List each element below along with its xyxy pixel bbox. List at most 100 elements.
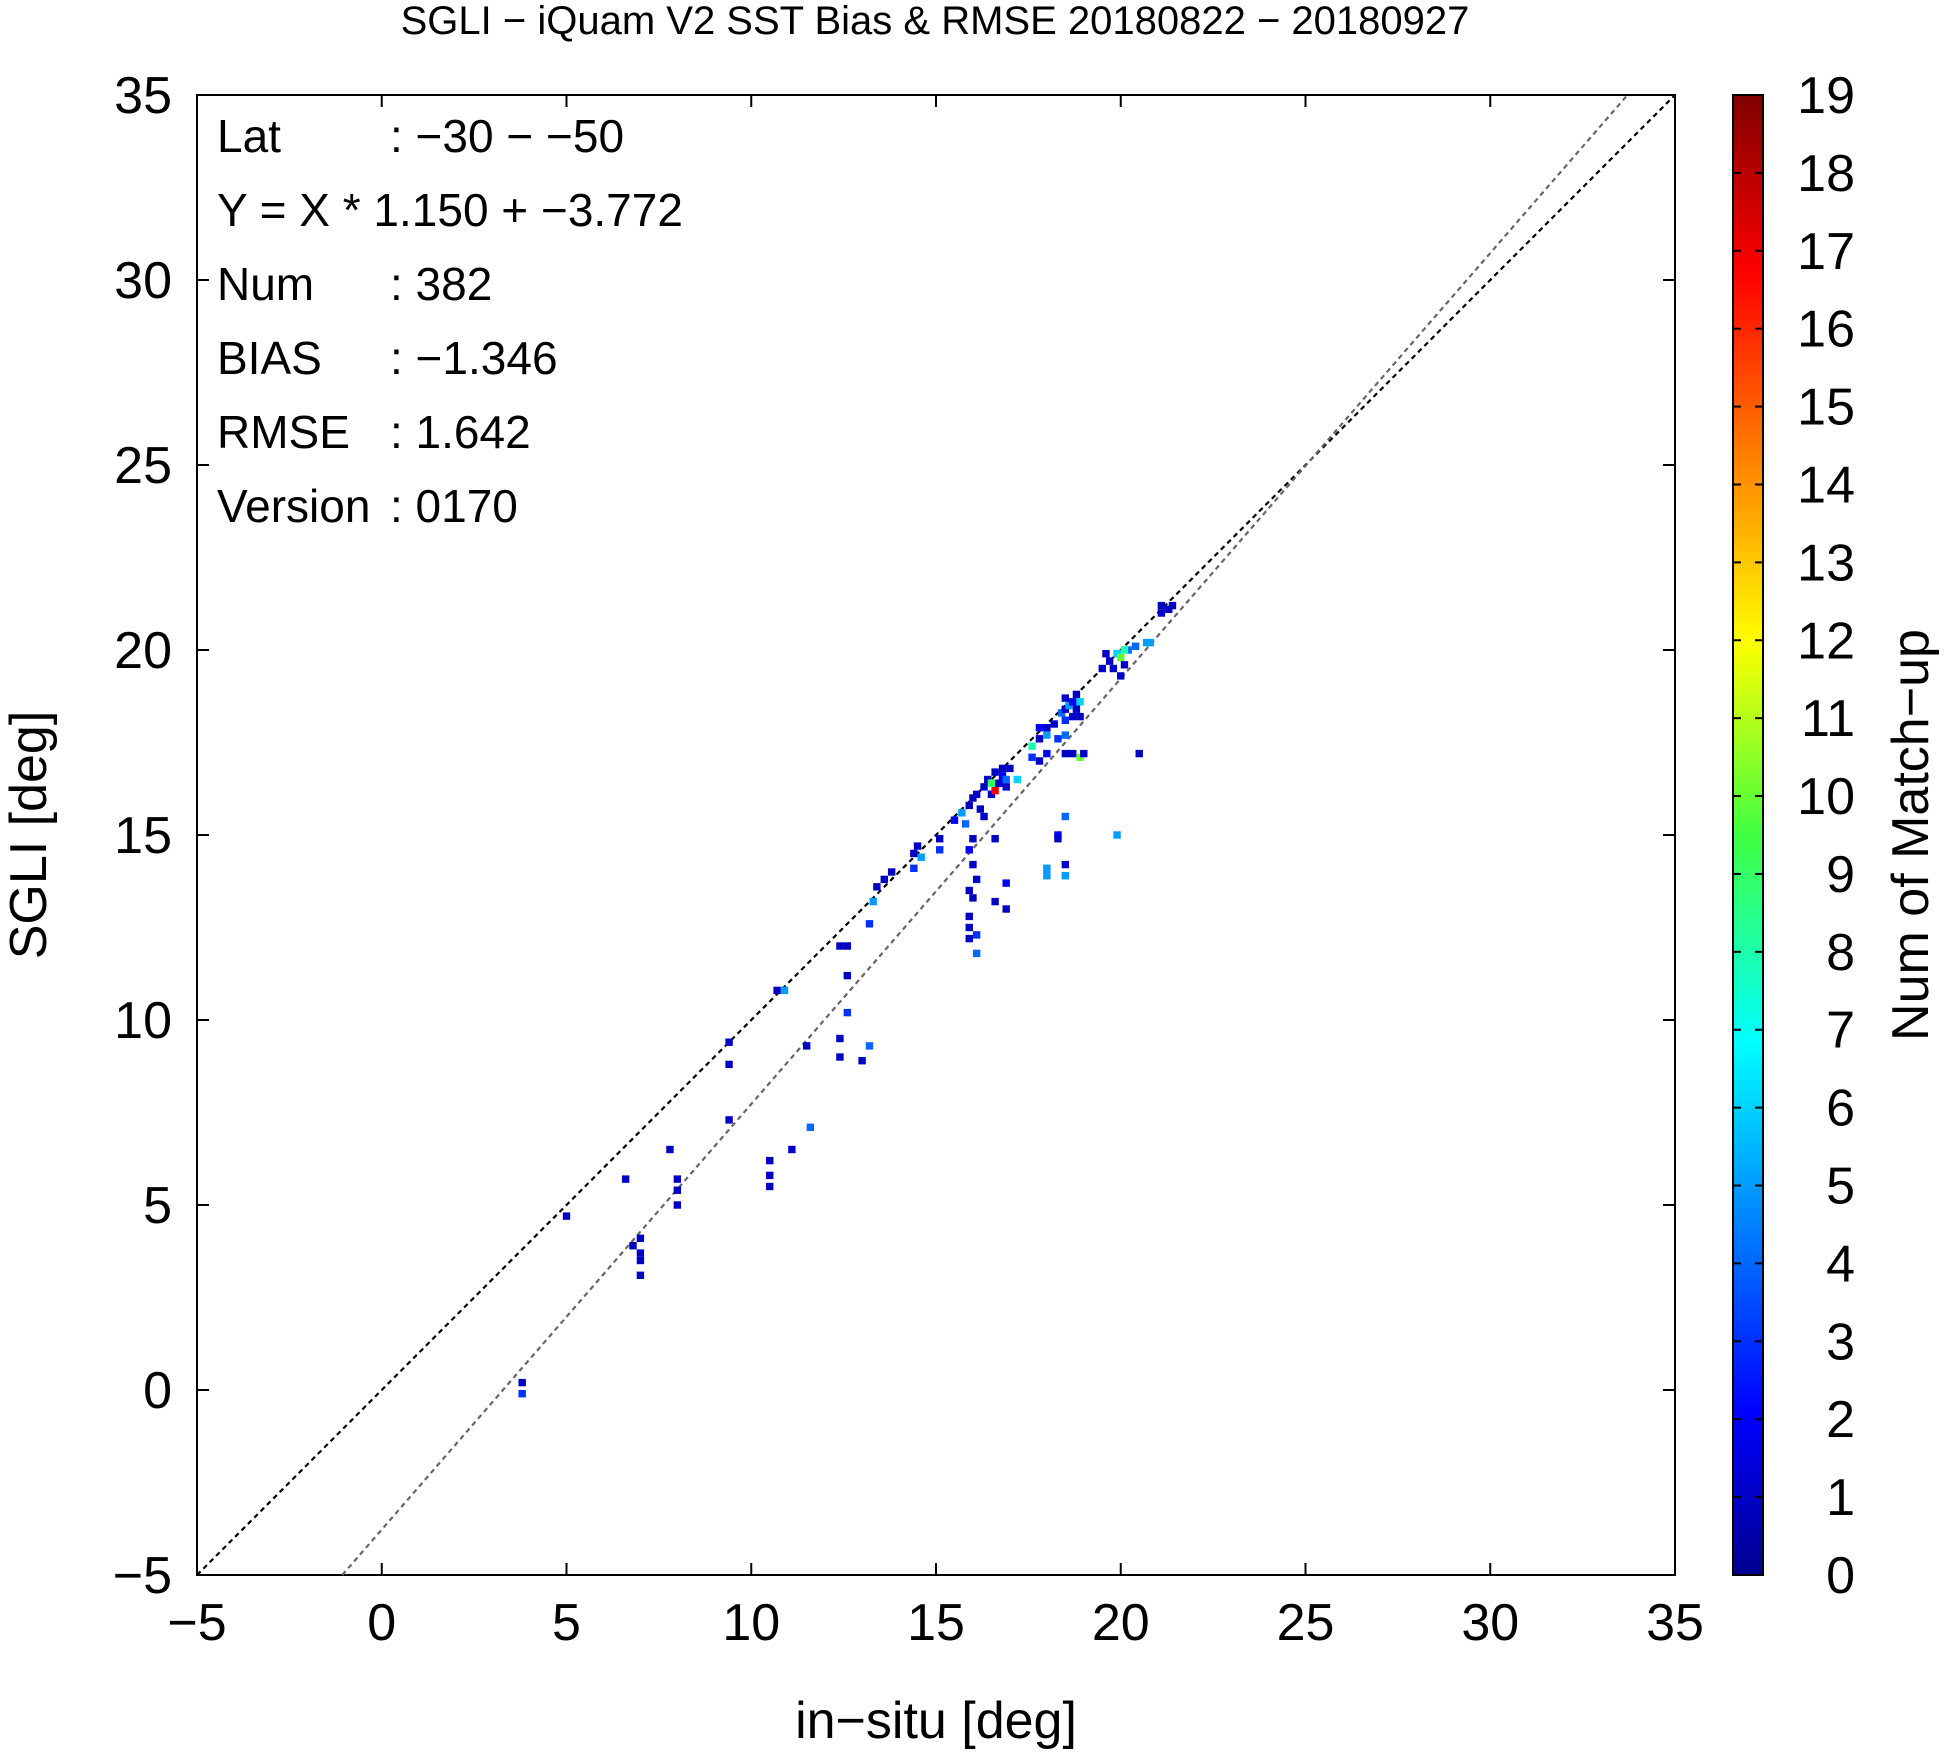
y-tick-label: 30 [114,252,172,310]
data-point [969,835,977,843]
stat-label: RMSE [217,406,350,458]
data-point [1054,835,1062,843]
colorbar-tick-label: 6 [1826,1080,1855,1138]
data-point [991,835,999,843]
colorbar-tick-label: 18 [1797,145,1855,203]
data-point [636,1256,645,1265]
stat-value: : 1.642 [390,406,531,458]
data-point [858,1057,866,1065]
data-point [725,1060,733,1069]
data-point [991,897,999,906]
x-tick-label: 30 [1461,1594,1519,1652]
data-point [958,809,966,817]
data-point [843,971,852,980]
data-point [1102,650,1110,658]
data-point [1043,731,1051,739]
stats-box: Lat: −30 − −50 Y = X * 1.150 + −3.772 Num:… [217,110,683,532]
data-point [987,779,996,787]
data-point [887,868,896,876]
data-point [636,1234,645,1242]
data-point [972,949,981,958]
data-point [1069,712,1077,721]
data-point [1080,749,1088,758]
x-tick-label: 10 [722,1594,780,1652]
x-tick-label: 5 [552,1594,581,1652]
x-axis-label: in−situ [deg] [795,1692,1077,1750]
data-point [1035,735,1044,743]
colorbar-tick-label: 14 [1797,456,1855,514]
colorbar-tick-label: 19 [1797,67,1855,125]
data-point [843,942,852,950]
data-point [972,790,981,798]
colorbar-tick-label: 2 [1826,1391,1855,1449]
data-point [806,1123,815,1131]
data-point [1028,753,1036,761]
stat-label: Lat [217,110,281,162]
data-point [725,1038,733,1046]
data-point [518,1378,526,1387]
data-point [1002,879,1010,887]
x-tick-label: 0 [367,1594,396,1652]
data-point [1050,720,1058,728]
data-point [1061,860,1070,869]
data-point [673,1201,682,1209]
data-point [1054,735,1062,743]
y-tick-label: −5 [113,1547,172,1605]
data-point [880,875,888,884]
colorbar-tick-label: 3 [1826,1313,1855,1371]
data-point [910,864,918,872]
data-point [1006,764,1014,773]
colorbar-tick-label: 4 [1826,1235,1855,1293]
y-tick-label: 10 [114,992,172,1050]
y-tick-label: 25 [114,437,172,495]
colorbar-tick-label: 8 [1826,924,1855,982]
colorbar-tick-label: 15 [1797,379,1855,437]
data-point [1035,724,1044,732]
data-point [673,1186,682,1194]
data-point [1043,872,1051,880]
colorbar-tick-label: 10 [1797,768,1855,826]
data-point [950,816,959,824]
data-point [725,1116,733,1124]
data-point [1061,716,1070,724]
colorbar-label: Num of Match−up [1882,629,1940,1041]
data-point [917,853,925,861]
data-point [1109,664,1118,673]
data-point [991,786,999,795]
colorbar-tick-label: 7 [1826,1002,1855,1060]
data-point [976,805,985,813]
stat-value: : 382 [390,258,492,310]
data-point [1168,601,1177,610]
data-point [1120,661,1129,669]
data-point [621,1175,630,1183]
colorbar-tick-label: 13 [1797,534,1855,592]
x-tick-label: 35 [1646,1594,1704,1652]
data-point [673,1175,682,1183]
data-point [1072,690,1081,699]
data-point [1135,749,1143,758]
data-point [562,1212,571,1220]
data-point [1157,609,1166,617]
data-point [913,842,922,850]
x-tick-label: 15 [907,1594,965,1652]
data-point [1061,812,1070,821]
data-point [666,1145,674,1154]
y-tick-label: 35 [114,67,172,125]
x-tick-label: 20 [1092,1594,1150,1652]
data-point [766,1182,774,1191]
colorbar-tick-label: 11 [1801,690,1855,748]
colorbar-tick-label: 5 [1826,1158,1855,1216]
data-point [1098,664,1106,673]
data-point [869,897,877,906]
data-point [843,1008,852,1017]
data-point [518,1390,526,1398]
data-point [1002,783,1010,791]
data-point [636,1271,645,1279]
data-point [1072,705,1081,713]
data-point [1146,638,1155,647]
data-point [1043,724,1051,732]
data-point [965,846,973,854]
data-point [1013,775,1021,784]
x-tick-label: 25 [1277,1594,1335,1652]
